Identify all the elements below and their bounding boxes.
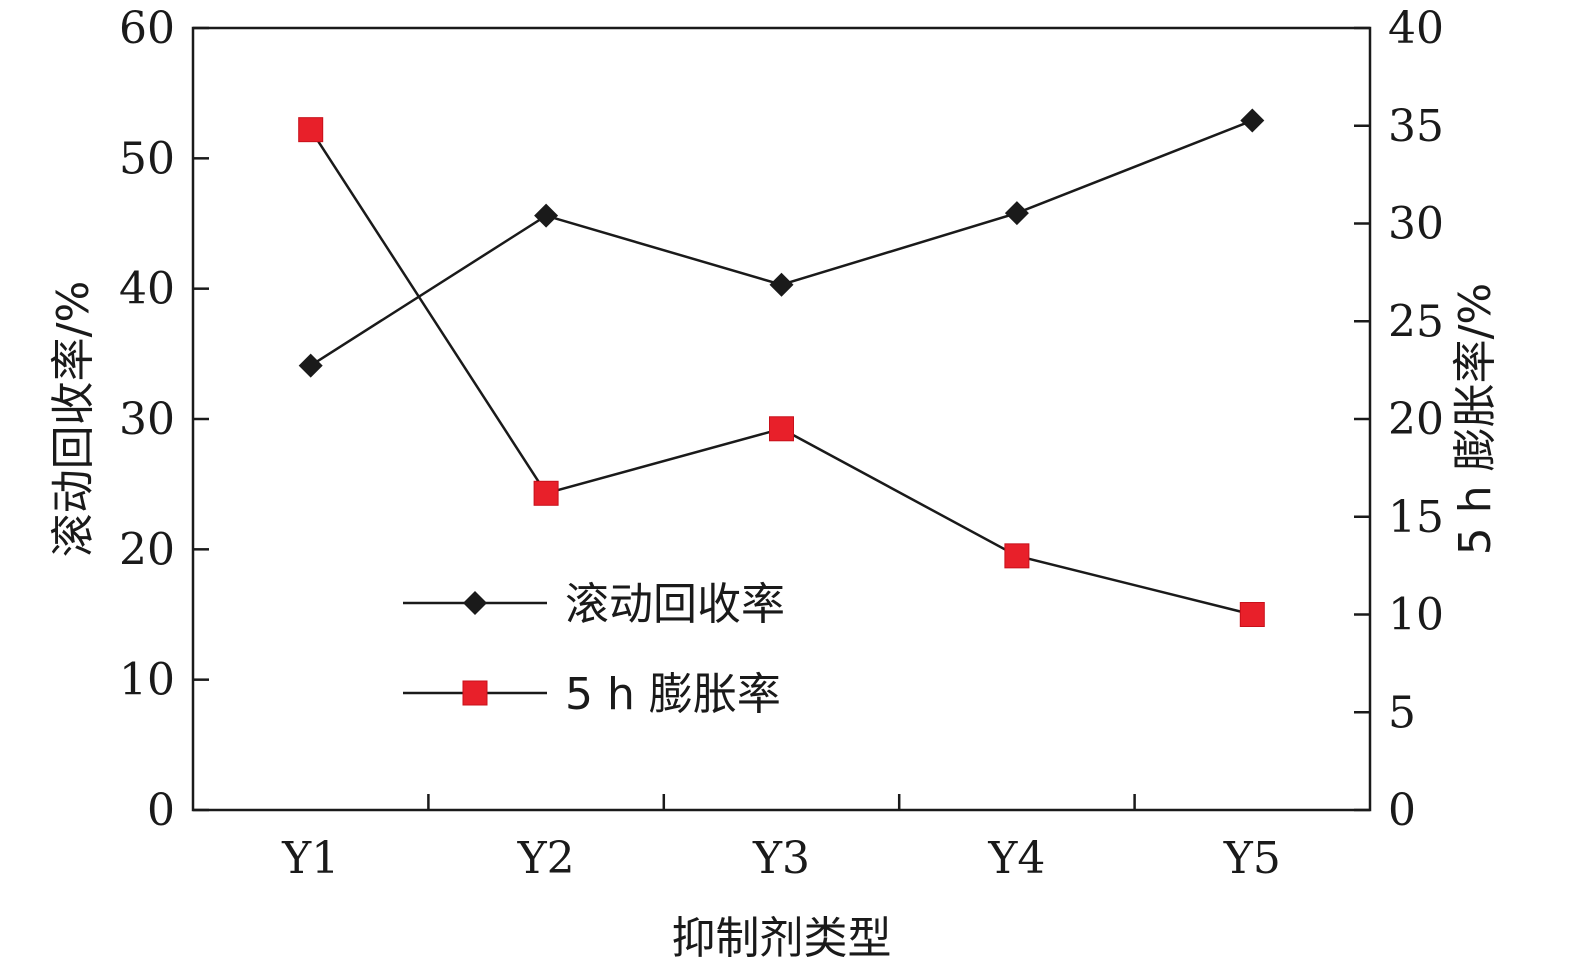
series-2-point (533, 480, 559, 506)
x-tick-label: Y4 (987, 833, 1045, 884)
series-line-1 (310, 119, 1253, 367)
right-tick-label: 35 (1388, 101, 1444, 152)
series-2-point (769, 416, 794, 442)
right-tick-label: 15 (1388, 492, 1444, 543)
legend-label-1: 滚动回收率 (565, 579, 785, 630)
left-tick-label: 60 (119, 3, 175, 54)
x-axis: Y1 Y2 Y3 Y4 Y5 (281, 794, 1281, 884)
series-layer (298, 108, 1265, 627)
right-tick-label: 25 (1388, 296, 1444, 347)
left-tick-label: 20 (119, 524, 175, 575)
left-tick-label: 30 (119, 394, 175, 445)
x-tick-label: Y2 (517, 833, 575, 884)
series-1-point (769, 272, 794, 297)
series-1-point (534, 203, 559, 228)
left-tick-label: 40 (119, 264, 175, 315)
legend-label-2: 5 h 膨胀率 (565, 669, 781, 720)
left-tick-label: 0 (147, 785, 175, 836)
series-1-point (1004, 201, 1029, 226)
x-axis-title: 抑制剂类型 (672, 913, 892, 964)
legend-marker-1 (463, 591, 487, 615)
left-axis: 0 10 20 30 40 50 60 (119, 3, 209, 836)
right-tick-label: 10 (1388, 590, 1444, 641)
left-tick-label: 50 (119, 133, 175, 184)
series-2-point (298, 117, 324, 143)
series-2-point (1004, 543, 1030, 569)
right-tick-label: 5 (1388, 687, 1416, 738)
series-2-point (1239, 602, 1265, 627)
legend-marker-2 (462, 680, 488, 706)
right-tick-label: 20 (1388, 394, 1444, 445)
series-line-2 (309, 128, 1253, 616)
legend: 滚动回收率 5 h 膨胀率 (403, 579, 785, 720)
right-tick-label: 30 (1388, 199, 1444, 250)
x-tick-label: Y5 (1223, 833, 1281, 884)
right-tick-label: 0 (1388, 785, 1416, 836)
right-tick-label: 40 (1388, 3, 1444, 54)
right-axis: 0 5 10 15 20 25 30 35 40 (1354, 3, 1444, 836)
series-1-point (1240, 108, 1265, 133)
x-tick-label: Y3 (752, 833, 810, 884)
right-axis-title: 5 h 膨胀率/% (1450, 283, 1501, 556)
left-axis-title: 滚动回收率/% (48, 281, 99, 558)
left-tick-label: 10 (119, 655, 175, 706)
series-1-point (298, 353, 323, 378)
x-tick-label: Y1 (281, 833, 339, 884)
